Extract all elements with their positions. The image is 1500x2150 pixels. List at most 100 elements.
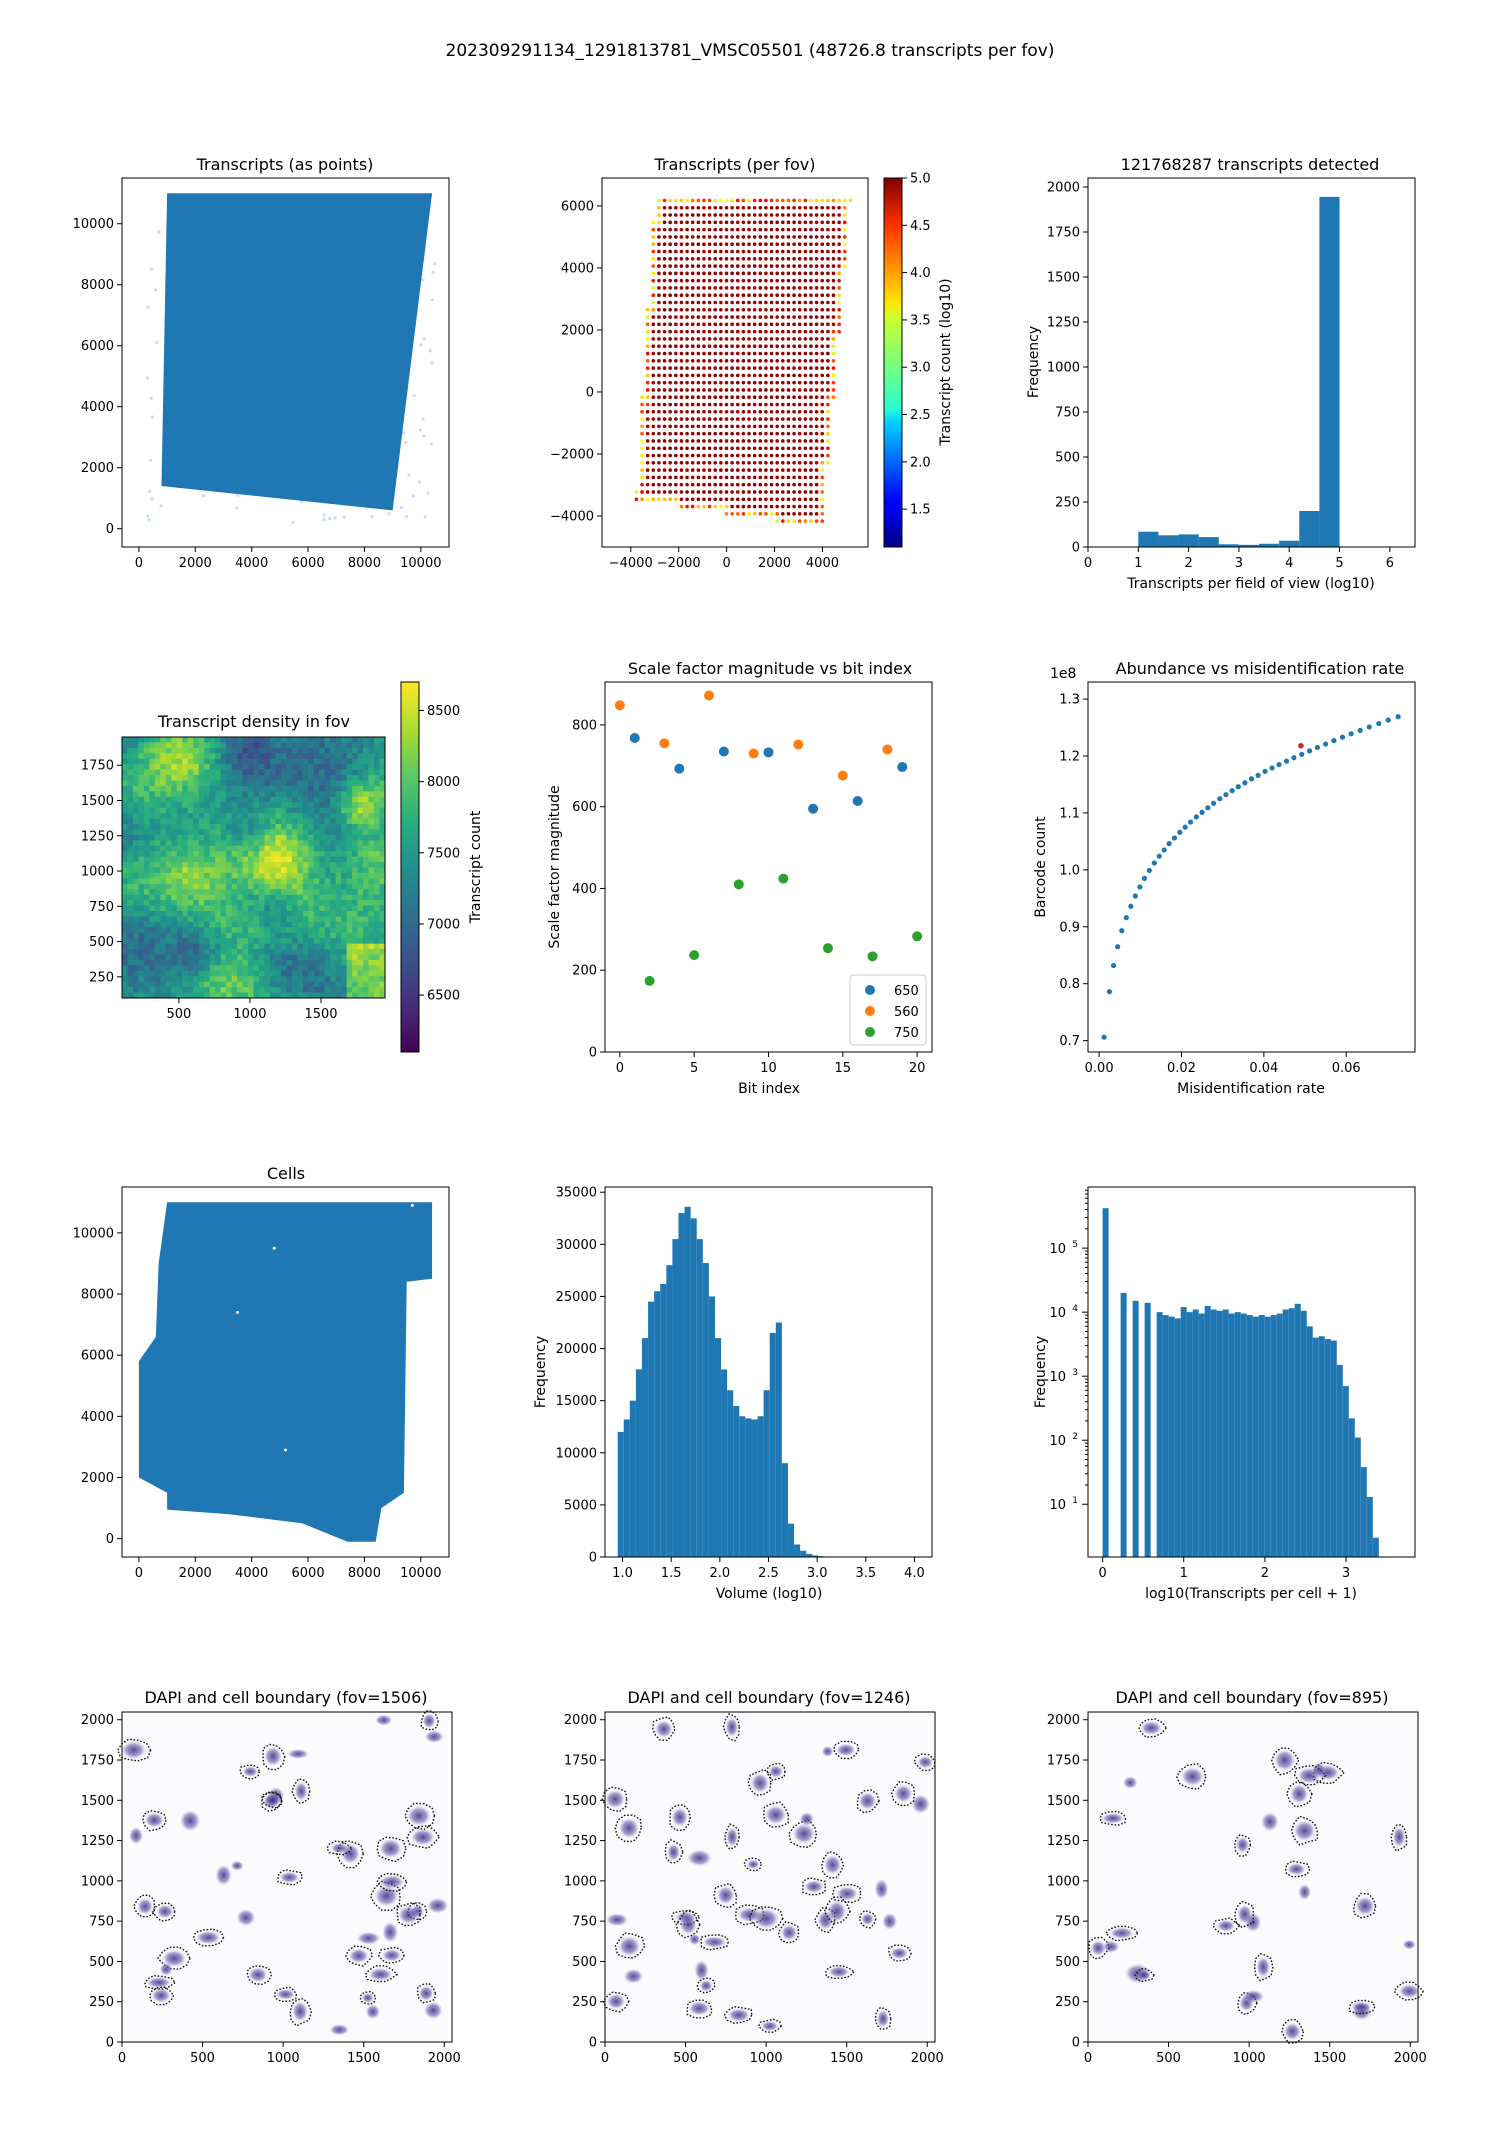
- fov-point: [792, 271, 796, 276]
- fov-point: [657, 490, 661, 494]
- cell-boundary: [239, 1764, 261, 1780]
- fov-point: [690, 227, 695, 232]
- heatmap-cell: [193, 976, 200, 983]
- nucleus: [426, 1897, 449, 1914]
- fov-point: [803, 475, 808, 480]
- fov-point: [662, 431, 667, 436]
- heatmap-cell: [160, 807, 167, 814]
- heatmap-cell: [324, 737, 331, 743]
- heatmap-cell: [165, 818, 172, 825]
- heatmap-cell: [302, 992, 309, 999]
- fov-point: [781, 431, 785, 436]
- fov-point: [747, 424, 751, 429]
- heatmap-cell: [291, 807, 298, 814]
- heatmap-cell: [368, 927, 375, 934]
- fov-point: [831, 395, 836, 400]
- heatmap-cell: [198, 938, 205, 945]
- fov-point: [662, 286, 667, 290]
- heatmap-cell: [308, 894, 315, 901]
- fov-point: [741, 512, 746, 516]
- heatmap-cell: [160, 889, 167, 896]
- heatmap-cell: [374, 796, 380, 803]
- colorbar-axis: 1.52.02.53.03.54.04.55.0: [902, 172, 931, 518]
- heatmap-cell: [160, 943, 167, 950]
- fov-point: [803, 402, 808, 407]
- heatmap-cell: [122, 949, 128, 955]
- heatmap-cell: [368, 889, 375, 896]
- heatmap-cell: [286, 824, 293, 830]
- fov-point: [679, 307, 684, 312]
- transcript-point: [417, 480, 421, 484]
- fov-point: [797, 417, 802, 421]
- heatmap-cell: [165, 976, 172, 983]
- fov-point: [662, 461, 667, 465]
- heatmap-cell: [379, 949, 386, 955]
- fov-point: [775, 490, 779, 494]
- fov-point: [809, 482, 813, 487]
- heatmap-cell: [319, 764, 326, 771]
- heatmap-cell: [182, 851, 189, 858]
- transcript-point: [145, 376, 149, 380]
- fov-point: [747, 227, 751, 232]
- histogram-bar: [733, 1405, 740, 1557]
- fov-point: [730, 380, 734, 385]
- heatmap-cell: [280, 872, 287, 879]
- heatmap-cell: [346, 905, 353, 912]
- heatmap-cell: [264, 954, 271, 961]
- fov-point: [797, 220, 802, 225]
- heatmap-cell: [302, 938, 309, 945]
- fov-point: [668, 278, 672, 283]
- heatmap-cell: [154, 965, 161, 972]
- heatmap-cell: [280, 834, 287, 841]
- heatmap-cell: [319, 949, 326, 955]
- heatmap-cell: [330, 829, 337, 836]
- scale-factor-point: [704, 690, 715, 701]
- heatmap-cell: [231, 802, 238, 809]
- fov-point: [685, 271, 689, 276]
- fov-point: [668, 242, 672, 247]
- heatmap-cell: [165, 921, 172, 928]
- heatmap-cell: [297, 802, 304, 809]
- heatmap-cell: [187, 911, 194, 917]
- fov-point: [769, 512, 774, 516]
- heatmap-cell: [248, 905, 254, 912]
- fov-point: [679, 410, 684, 414]
- fov-point: [792, 410, 796, 414]
- heatmap-cell: [352, 813, 359, 819]
- fov-point: [662, 249, 667, 254]
- fov-point: [809, 512, 813, 516]
- nucleus: [264, 1793, 281, 1807]
- fov-point: [702, 410, 706, 414]
- heatmap-cell: [319, 769, 326, 776]
- heatmap-cell: [182, 987, 189, 993]
- heatmap-cell: [324, 862, 331, 868]
- heatmap-cell: [209, 981, 216, 988]
- heatmap-cell: [165, 954, 172, 961]
- heatmap-cell: [324, 965, 331, 972]
- heatmap-cell: [258, 992, 265, 999]
- heatmap-cell: [154, 813, 161, 819]
- x-tick-label: 5: [690, 1061, 698, 1076]
- fov-point: [662, 242, 667, 247]
- heatmap-cell: [330, 840, 337, 847]
- heatmap-cell: [374, 862, 380, 868]
- fov-point: [803, 315, 808, 319]
- heatmap-cell: [253, 845, 260, 852]
- fov-point: [696, 300, 701, 305]
- fov-point: [775, 358, 779, 363]
- fov-point: [797, 256, 802, 261]
- fov-point: [702, 205, 706, 210]
- y-tick-label: 500: [1055, 1955, 1080, 1970]
- heatmap-cell: [319, 742, 326, 749]
- heatmap-cell: [269, 796, 276, 803]
- heatmap-cell: [122, 943, 128, 950]
- heatmap-cell: [324, 802, 331, 809]
- heatmap-cell: [171, 845, 178, 852]
- heatmap-cell: [269, 818, 276, 825]
- heatmap-cell: [258, 753, 265, 760]
- heatmap-cell: [149, 742, 156, 749]
- heatmap-cell: [127, 796, 134, 803]
- heatmap-cell: [275, 753, 282, 760]
- heatmap-cell: [374, 824, 380, 830]
- heatmap-cell: [138, 807, 145, 814]
